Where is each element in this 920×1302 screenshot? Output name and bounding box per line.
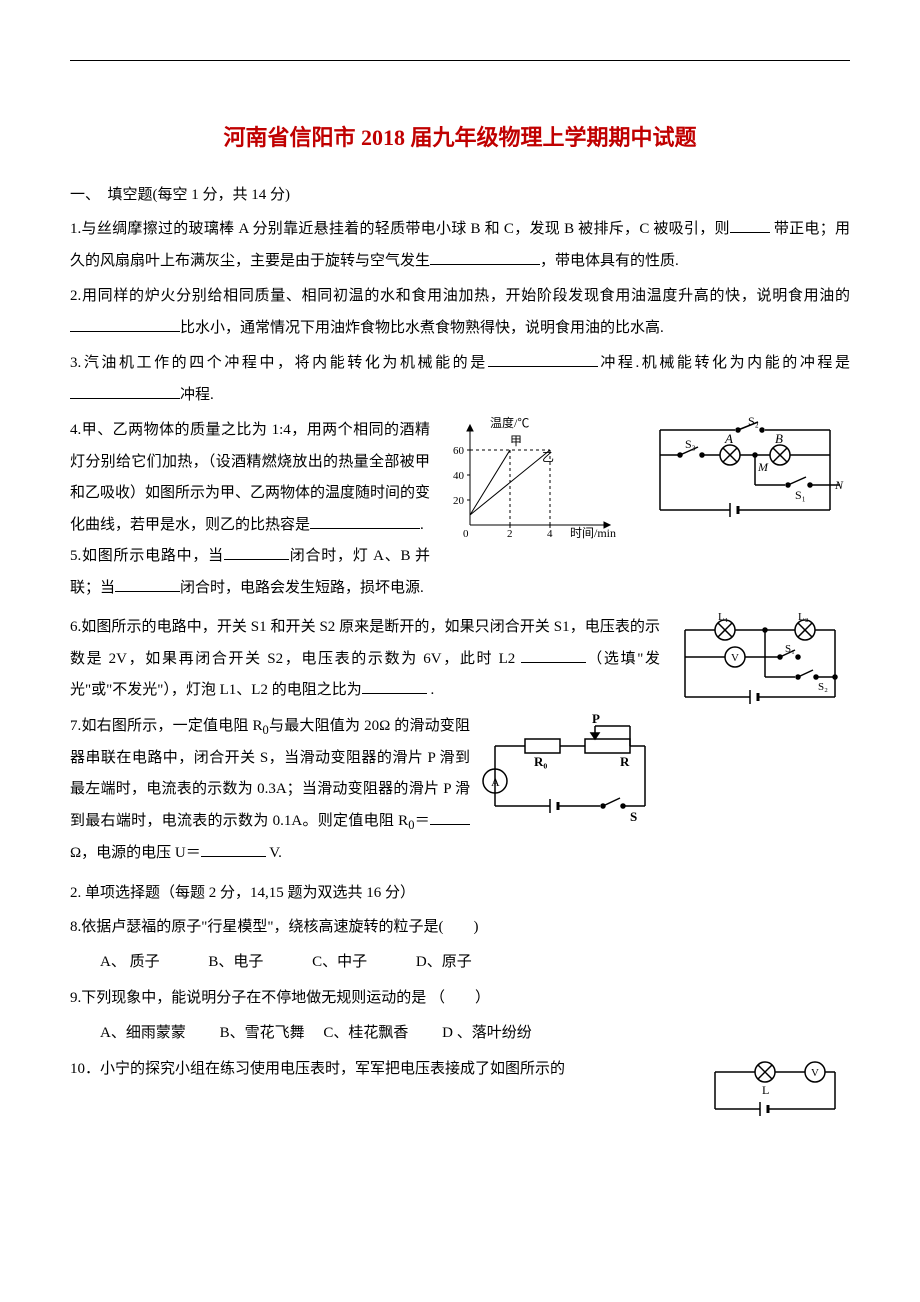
circuit7-a-label: A [491,775,500,789]
chart-origin: 0 [463,528,469,540]
circuit7-r0-label: R₀ [534,754,547,769]
question-3: 3.汽油机工作的四个冲程中，将内能转化为机械能的是 冲程.机械能转化为内能的冲程是… [70,348,850,411]
q9-opt-a: A、细雨蒙蒙 [100,1025,186,1041]
q1-text-a: 1.与丝绸摩擦过的玻璃棒 A 分别靠近悬挂着的轻质带电小球 B 和 C，发现 B… [70,221,730,237]
q4-blank-1 [310,513,420,529]
section-2-header: 2. 单项选择题（每题 2 分，14,15 题为双选共 16 分） [70,878,850,908]
question-4-5-block: S₂ S₃ A B M N S₁ [70,415,850,604]
question-10: L V 10．小宁的探究小组在练习使用电压表时，军军把电压表接成了如图所示的 [70,1054,850,1086]
circuit-q5-figure: S₂ S₃ A B M N S₁ [630,415,850,535]
q6-text-c: . [427,682,435,698]
circuit5-n-label: N [834,478,844,492]
chart-jia-label: 甲 [510,434,522,448]
q3-text-a: 3.汽油机工作的四个冲程中，将内能转化为机械能的是 [70,355,488,371]
circuit6-s1-label: S₁ [785,643,795,655]
q3-text-b: 冲程.机械能转化为内能的冲程是 [598,355,850,371]
q8-opt-d: D、原子 [416,954,472,970]
q7-blank-2 [201,841,266,857]
circuit7-r-label: R [620,754,630,769]
chart-ytick-60: 60 [453,445,465,457]
circuit6-v-label: V [731,652,739,664]
q2-blank-1 [70,316,180,332]
circuit5-a-label: A [724,431,733,446]
question-9: 9.下列现象中，能说明分子在不停地做无规则运动的是 （ ） [70,983,850,1015]
q10-text: 10．小宁的探究小组在练习使用电压表时，军军把电压表接成了如图所示的 [70,1061,565,1077]
q3-blank-2 [70,383,180,399]
chart-ylabel: 温度/℃ [490,415,529,430]
chart-q4-figure: 温度/℃ 20 40 60 0 2 4 时间/min 甲 乙 [440,415,620,545]
q9-text: 9.下列现象中，能说明分子在不停地做无规则运动的是 （ ） [70,990,490,1006]
circuit-q6-figure: L₁ L₂ V S₁ S₂ [670,612,850,712]
q1-blank-1 [730,217,770,233]
circuit5-s2-label: S₂ [748,415,759,428]
chart-xlabel: 时间/min [570,526,616,540]
chart-xtick-4: 4 [547,528,553,540]
question-6: L₁ L₂ V S₁ S₂ 6.如图所示的电路中，开关 S1 和开关 S2 原来… [70,612,850,707]
document-title: 河南省信阳市 2018 届九年级物理上学期期中试题 [70,120,850,152]
q1-text-c: ，带电体具有的性质. [540,253,679,269]
circuit10-v-label: V [811,1067,819,1079]
chart-ytick-40: 40 [453,470,465,482]
circuit5-s1-label: S₁ [795,488,806,502]
chart-yi-label: 乙 [542,450,554,464]
circuit-q7-figure: P R₀ R A S [480,711,660,831]
q4-text-b: . [420,517,424,533]
q3-blank-1 [488,351,598,367]
chart-xtick-2: 2 [507,528,513,540]
q1-blank-2 [430,249,540,265]
question-8-options: A、 质子 B、电子 C、中子 D、原子 [70,947,850,979]
q3-text-c: 冲程. [180,387,214,403]
circuit6-s2-label: S₂ [818,681,828,693]
q5-blank-2 [115,576,180,592]
q6-blank-2 [362,678,427,694]
q5-blank-1 [224,544,289,560]
question-9-options: A、细雨蒙蒙 B、雪花飞舞 C、桂花飘香 D 、落叶纷纷 [70,1018,850,1050]
circuit5-b-label: B [775,431,783,446]
circuit7-p-label: P [592,711,600,726]
q9-opt-b: B、雪花飞舞 [220,1025,305,1041]
q8-text: 8.依据卢瑟福的原子"行星模型"，绕核高速旋转的粒子是( ) [70,919,479,935]
question-2: 2.用同样的炉火分别给相同质量、相同初温的水和食用油加热，开始阶段发现食用油温度… [70,281,850,344]
chart-ytick-20: 20 [453,495,465,507]
circuit7-s-label: S [630,809,637,824]
q8-opt-c: C、中子 [312,954,367,970]
q5-text-c: 闭合时，电路会发生短路，损坏电源. [180,580,424,596]
q9-opt-d: D 、落叶纷纷 [442,1025,532,1041]
question-8: 8.依据卢瑟福的原子"行星模型"，绕核高速旋转的粒子是( ) [70,912,850,944]
q9-opt-c: C、桂花飘香 [323,1025,408,1041]
circuit5-s3-label: S₃ [685,437,696,451]
circuit10-l-label: L [762,1083,769,1097]
q7-text-a: 7.如右图所示，一定值电阻 R [70,718,263,734]
question-7: P R₀ R A S 7.如右图所示，一定值电阻 R0与最大阻值为 20Ω 的滑… [70,711,850,870]
q6-blank-1 [521,647,586,663]
q7-blank-1 [430,809,470,825]
circuit5-m-label: M [757,460,769,474]
circuit-q10-figure: L V [700,1054,850,1124]
header-divider [70,60,850,61]
q5-text-a: 5.如图所示电路中，当 [70,548,224,564]
q8-opt-a: A、 质子 [100,954,160,970]
q8-opt-b: B、电子 [208,954,263,970]
q7-text-b: 与最大阻值为 20Ω 的滑动变阻器串联在电路中，闭合开关 S，当滑动变阻器的滑片… [70,718,470,829]
q7-text-d: Ω，电源的电压 U＝ [70,845,201,861]
section-1-header: 一、 填空题(每空 1 分，共 14 分) [70,180,850,210]
q2-text-a: 2.用同样的炉火分别给相同质量、相同初温的水和食用油加热，开始阶段发现食用油温度… [70,288,850,304]
question-1: 1.与丝绸摩擦过的玻璃棒 A 分别靠近悬挂着的轻质带电小球 B 和 C，发现 B… [70,214,850,277]
q7-text-c: ＝ [414,813,430,829]
circuit6-l1-label: L₁ [718,612,729,623]
q7-text-e: V. [266,845,282,861]
q2-text-b: 比水小，通常情况下用油炸食物比水煮食物熟得快，说明食用油的比水高. [180,320,664,336]
circuit6-l2-label: L₂ [798,612,809,623]
